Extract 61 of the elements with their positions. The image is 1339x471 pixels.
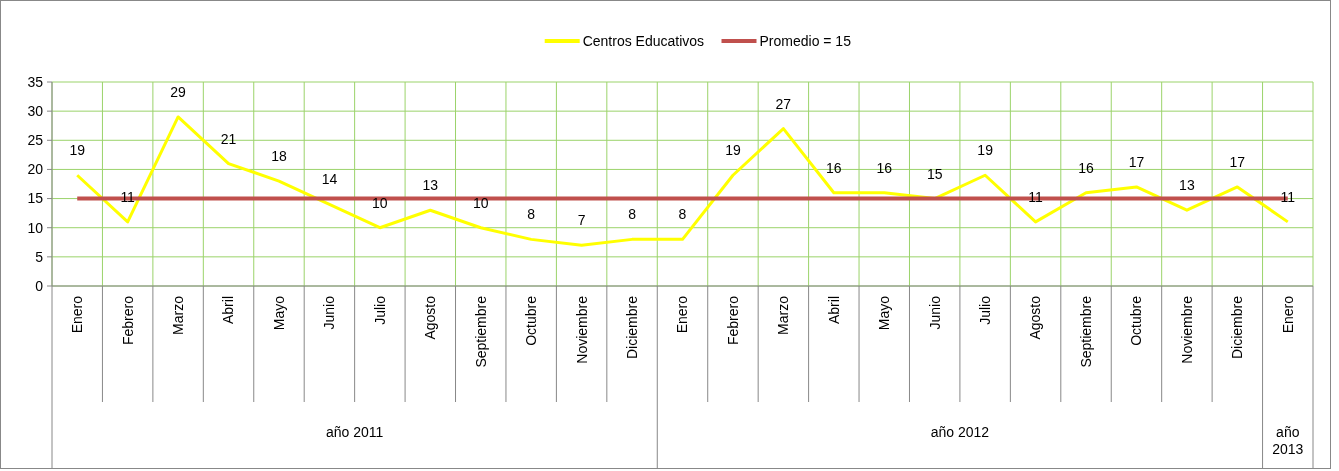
y-tick-label: 30 [27, 103, 44, 120]
x-tick-label: Noviembre [1178, 295, 1195, 364]
data-label: 16 [826, 159, 842, 176]
x-tick-label: Septiembre [472, 295, 489, 368]
y-tick-label: 0 [35, 277, 44, 294]
data-label: 16 [876, 159, 893, 176]
data-label: 8 [527, 206, 536, 223]
text: año 2011 [325, 423, 384, 440]
x-tick-label: Julio [977, 295, 994, 325]
x-tick-label: Junio [321, 295, 338, 330]
data-label: 18 [271, 148, 287, 165]
y-tick-label: 20 [27, 161, 44, 178]
y-tick-label: 5 [35, 248, 44, 265]
data-label: 11 [1280, 188, 1296, 205]
y-tick-label: 10 [27, 219, 44, 236]
text: año 2012 [930, 423, 990, 440]
legend-label: Promedio = 15 [759, 32, 852, 49]
x-tick-label: Abril [220, 296, 237, 325]
x-tick-label: Febrero [119, 295, 136, 346]
text: año 2013 [1272, 423, 1304, 458]
x-tick-label: Diciembre [1229, 295, 1246, 360]
data-label: 13 [1179, 177, 1195, 194]
x-tick-label: Enero [674, 295, 691, 334]
data-label: 11 [120, 188, 136, 205]
data-label: 17 [1128, 153, 1145, 170]
data-label: 19 [977, 142, 994, 159]
data-label: 27 [775, 95, 792, 112]
data-label: 8 [628, 206, 637, 223]
x-tick-label: Enero [69, 295, 86, 334]
x-tick-label: Febrero [724, 295, 741, 346]
x-tick-label: Octubre [523, 295, 540, 346]
data-label: 13 [422, 177, 439, 194]
x-tick-label: Marzo [170, 295, 186, 335]
y-tick-label: 25 [27, 132, 44, 149]
x-tick-label: Junio [926, 295, 943, 330]
data-label: 21 [220, 130, 237, 147]
data-label: 19 [725, 142, 741, 159]
data-label: 8 [678, 206, 687, 223]
x-tick-label: Abril [825, 296, 842, 325]
y-tick-label: 35 [27, 73, 44, 90]
x-tick-label: Octubre [1128, 295, 1145, 346]
data-label: 16 [1078, 159, 1095, 176]
data-label: 29 [170, 83, 187, 100]
data-label: 14 [321, 171, 338, 188]
x-tick-label: Mayo [876, 295, 893, 331]
x-tick-label: Noviembre [573, 295, 590, 364]
x-tick-label: Julio [371, 295, 388, 325]
data-label: 7 [577, 212, 586, 229]
x-tick-label: Agosto [1027, 295, 1044, 340]
x-tick-label: Diciembre [623, 295, 640, 360]
x-tick-label: Marzo [775, 295, 792, 335]
y-tick-label: 15 [27, 190, 44, 207]
x-tick-label: Agosto [422, 295, 439, 340]
x-tick-label: Septiembre [1077, 295, 1094, 368]
data-label: 15 [926, 165, 943, 182]
data-label: 11 [1028, 188, 1044, 205]
data-label: 17 [1229, 153, 1246, 170]
x-tick-label: Enero [1279, 295, 1296, 334]
legend-label: Centros Educativos [582, 32, 705, 49]
x-tick-label: Mayo [270, 295, 287, 331]
data-label: 19 [69, 142, 86, 159]
